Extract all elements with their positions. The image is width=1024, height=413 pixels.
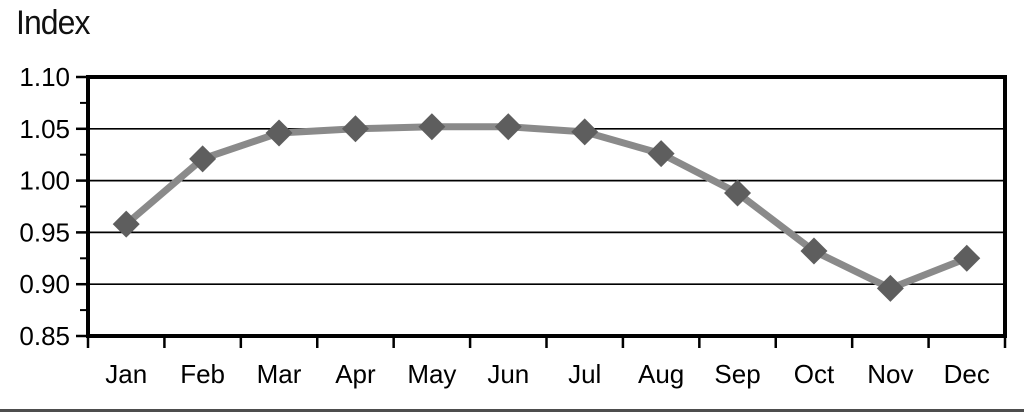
y-tick-label: 0.90 bbox=[19, 269, 70, 299]
x-tick-label: Aug bbox=[638, 359, 684, 389]
data-point-marker-sep bbox=[724, 179, 752, 207]
x-tick-label: Oct bbox=[794, 359, 835, 389]
data-point-marker-feb bbox=[189, 145, 217, 173]
x-tick-label: Apr bbox=[335, 359, 376, 389]
data-point-marker-jun bbox=[494, 113, 522, 141]
x-tick-label: Jan bbox=[105, 359, 147, 389]
data-point-marker-nov bbox=[876, 274, 904, 302]
data-point-marker-apr bbox=[341, 115, 369, 143]
chart-title: Index bbox=[16, 4, 90, 42]
bottom-border-line bbox=[0, 409, 1024, 412]
x-tick-label: Jul bbox=[568, 359, 601, 389]
data-point-marker-jan bbox=[112, 210, 140, 238]
x-tick-label: Feb bbox=[180, 359, 225, 389]
plot-border bbox=[86, 75, 1007, 338]
data-point-marker-may bbox=[418, 113, 446, 141]
x-tick-label: Mar bbox=[257, 359, 302, 389]
x-tick-label: Dec bbox=[944, 359, 990, 389]
data-point-marker-dec bbox=[953, 244, 981, 272]
x-tick-label: May bbox=[407, 359, 456, 389]
y-tick-label: 1.00 bbox=[19, 166, 70, 196]
y-tick-label: 1.10 bbox=[19, 62, 70, 92]
x-tick-label: Jun bbox=[487, 359, 529, 389]
series-line bbox=[122, 123, 971, 292]
x-tick-label: Sep bbox=[714, 359, 760, 389]
data-point-marker-aug bbox=[647, 140, 675, 168]
y-tick-label: 1.05 bbox=[19, 114, 70, 144]
data-point-marker-oct bbox=[800, 237, 828, 265]
y-tick-label: 0.85 bbox=[19, 321, 70, 351]
y-tick-label: 0.95 bbox=[19, 217, 70, 247]
x-tick-label: Nov bbox=[867, 359, 913, 389]
data-point-marker-mar bbox=[265, 119, 293, 147]
data-point-marker-jul bbox=[571, 118, 599, 146]
